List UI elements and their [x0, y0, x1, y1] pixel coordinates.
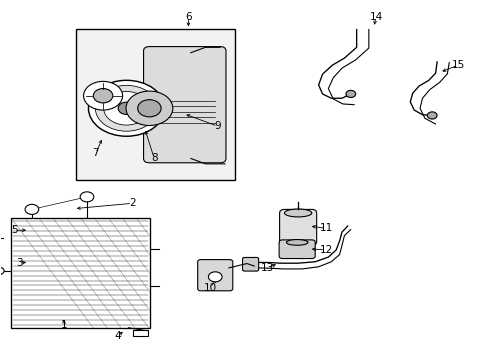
- FancyBboxPatch shape: [279, 210, 316, 245]
- Circle shape: [345, 90, 355, 98]
- Circle shape: [138, 100, 161, 117]
- FancyBboxPatch shape: [279, 240, 315, 258]
- Text: 1: 1: [61, 320, 67, 330]
- Text: 3: 3: [16, 258, 22, 268]
- Text: 4: 4: [114, 331, 121, 341]
- Text: 10: 10: [203, 283, 217, 293]
- Ellipse shape: [286, 239, 307, 245]
- FancyBboxPatch shape: [242, 257, 258, 271]
- FancyBboxPatch shape: [197, 260, 232, 291]
- Circle shape: [25, 204, 39, 215]
- Circle shape: [93, 89, 113, 103]
- Text: 12: 12: [319, 245, 332, 255]
- Text: 7: 7: [92, 148, 99, 158]
- Text: 6: 6: [185, 12, 191, 22]
- Text: 5: 5: [11, 225, 18, 235]
- Circle shape: [0, 267, 4, 274]
- Text: 15: 15: [450, 60, 464, 70]
- Circle shape: [80, 192, 94, 202]
- Text: 13: 13: [261, 263, 274, 273]
- Text: 14: 14: [369, 12, 382, 22]
- Circle shape: [118, 102, 135, 114]
- Circle shape: [126, 91, 172, 126]
- Circle shape: [103, 91, 149, 125]
- Circle shape: [88, 80, 164, 136]
- Bar: [76, 30, 234, 180]
- Circle shape: [427, 112, 436, 119]
- Text: 11: 11: [319, 224, 332, 233]
- Bar: [133, 330, 148, 336]
- Text: 8: 8: [151, 153, 157, 163]
- Circle shape: [208, 272, 222, 282]
- Bar: [11, 219, 150, 328]
- Ellipse shape: [284, 209, 311, 217]
- Circle shape: [83, 81, 122, 110]
- FancyBboxPatch shape: [143, 46, 225, 163]
- Text: 9: 9: [214, 121, 221, 131]
- Text: 2: 2: [129, 198, 135, 208]
- Circle shape: [95, 85, 157, 131]
